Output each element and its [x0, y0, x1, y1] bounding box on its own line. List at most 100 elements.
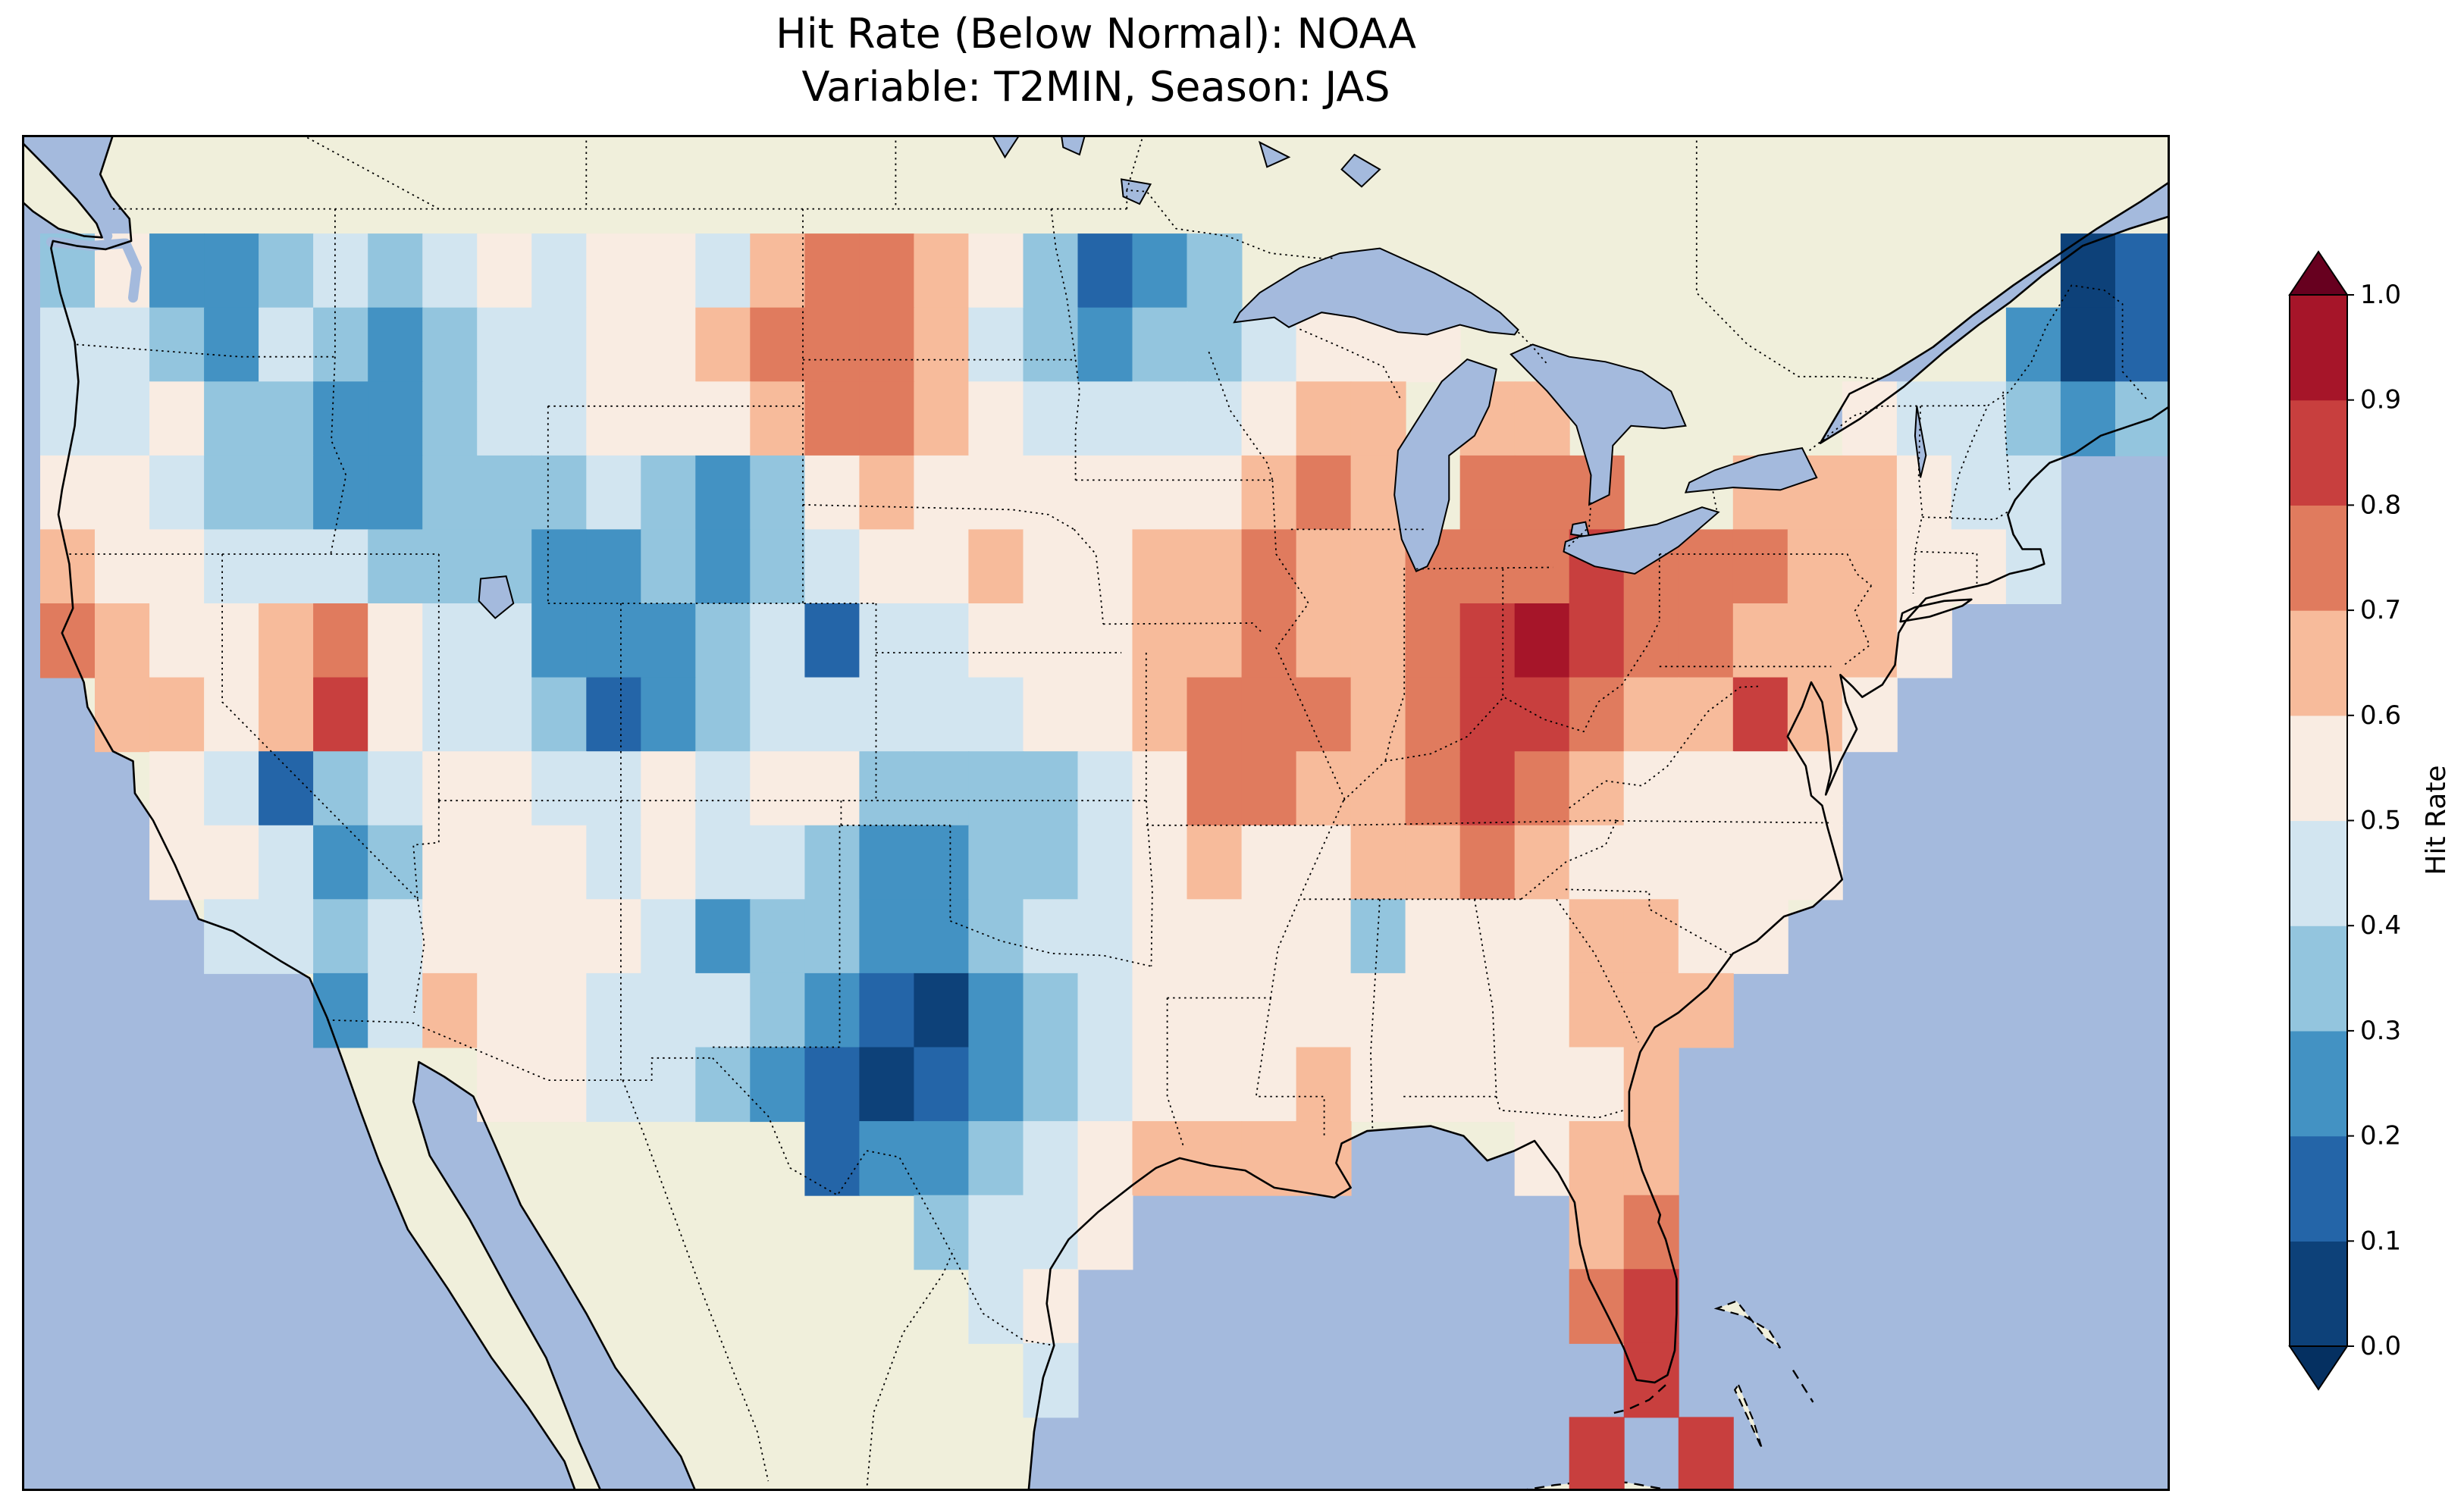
grid-cell: [40, 381, 96, 456]
grid-cell: [422, 899, 478, 974]
border-line: [622, 1079, 770, 1482]
grid-cell: [422, 973, 478, 1048]
grid-cell: [1514, 899, 1570, 974]
grid-cell: [1077, 529, 1133, 604]
grid-cell: [259, 603, 315, 678]
grid-cell: [968, 233, 1024, 309]
grid-cell: [477, 603, 533, 678]
grid-cell: [859, 751, 915, 826]
grid-cell: [1405, 1047, 1461, 1123]
grid-cell: [1132, 751, 1188, 826]
grid-cell: [1459, 603, 1516, 678]
grid-cell: [313, 973, 369, 1048]
grid-cell: [1296, 455, 1352, 531]
colorbar-tick-label: 0.8: [2360, 490, 2401, 520]
grid-cell: [1787, 751, 1843, 826]
border-line: [1370, 899, 1381, 1132]
plot-title-line1: Hit Rate (Below Normal): NOAA: [776, 10, 1416, 58]
grid-cell: [859, 381, 915, 456]
grid-cell: [914, 307, 970, 383]
grid-cell: [1623, 1269, 1679, 1344]
grid-cell: [531, 603, 588, 678]
grid-cell: [1405, 751, 1461, 826]
grid-cell: [1787, 825, 1843, 900]
grid-cell: [204, 233, 260, 309]
lake: [1233, 247, 1519, 336]
grid-cell: [586, 455, 642, 531]
grid-cell: [1241, 1047, 1297, 1123]
grid-cell: [1459, 899, 1516, 974]
grid-cell: [859, 233, 915, 309]
grid-cell: [1678, 751, 1734, 826]
grid-cell: [804, 381, 861, 456]
bahamas-coastline: [1713, 1300, 1782, 1349]
grid-cell: [1023, 603, 1079, 678]
grid-cell: [968, 1269, 1024, 1344]
grid-cell: [1459, 677, 1516, 753]
grid-cell: [695, 973, 751, 1048]
grid-cell: [968, 529, 1024, 604]
island-chain-coastline: [1792, 1369, 1814, 1403]
colorbar-segment: [2290, 610, 2347, 716]
grid-cell: [1350, 677, 1406, 753]
grid-cell: [695, 1047, 751, 1123]
grid-cell: [149, 307, 205, 383]
grid-cell: [1241, 751, 1297, 826]
colorbar-segment: [2290, 926, 2347, 1032]
border-line: [1922, 509, 2011, 521]
conus-hit-rate-map: [22, 135, 2170, 1491]
grid-cell: [1678, 529, 1734, 604]
grid-cell: [914, 1121, 970, 1196]
grid-cell: [531, 529, 588, 604]
grid-cell: [95, 677, 150, 753]
border-line: [1912, 406, 1923, 594]
grid-cell: [313, 233, 369, 309]
grid-cell: [859, 307, 915, 383]
grid-cell: [1350, 529, 1406, 604]
grid-cell: [695, 233, 751, 309]
grid-cell: [95, 307, 150, 383]
grid-cell: [1514, 529, 1570, 604]
bahamas-coastline: [1733, 1383, 1763, 1450]
grid-cell: [641, 899, 697, 974]
grid-cell: [1678, 603, 1734, 678]
grid-cell: [1350, 603, 1406, 678]
grid-cell: [477, 233, 533, 309]
grid-cell: [695, 825, 751, 900]
grid-cell: [695, 307, 751, 383]
border-line: [1495, 1096, 1624, 1119]
grid-cell: [2005, 455, 2061, 531]
lake: [1569, 521, 1591, 538]
grid-cell: [1678, 825, 1734, 900]
grid-cell: [1514, 973, 1570, 1048]
border-line: [1517, 331, 1548, 365]
grid-cell: [204, 899, 260, 974]
grid-cell: [695, 751, 751, 826]
grid-cell: [1023, 1195, 1079, 1270]
colorbar-axis-label: Hit Rate: [2421, 765, 2452, 875]
colorbar: Hit Rate 0.0 0.1 0.2 0.3 0.4 0.5 0.6 0.7 0.8 0.9 1…: [2288, 250, 2452, 1391]
grid-cell: [641, 603, 697, 678]
grid-cell: [1787, 529, 1843, 604]
grid-cell: [1842, 455, 1898, 531]
grid-cell: [804, 233, 861, 309]
grid-cell: [1514, 1047, 1570, 1123]
grid-cell: [422, 455, 478, 531]
grid-cell: [1132, 455, 1188, 531]
grid-cell: [1187, 1047, 1243, 1123]
grid-cell: [40, 529, 96, 604]
grid-cell: [422, 677, 478, 753]
grid-cell: [1077, 233, 1133, 309]
border-line: [1565, 502, 1592, 550]
grid-cell: [750, 529, 806, 604]
border-line: [1271, 480, 1346, 801]
grid-cell: [368, 381, 424, 456]
grid-cell: [859, 455, 915, 531]
grid-cell: [1569, 751, 1625, 826]
grid-cell: [422, 307, 478, 383]
grid-cell: [1023, 1269, 1079, 1344]
grid-cell: [1569, 677, 1625, 753]
grid-cell: [1023, 899, 1079, 974]
grid-cell: [1077, 381, 1133, 456]
border-line: [413, 899, 425, 1013]
